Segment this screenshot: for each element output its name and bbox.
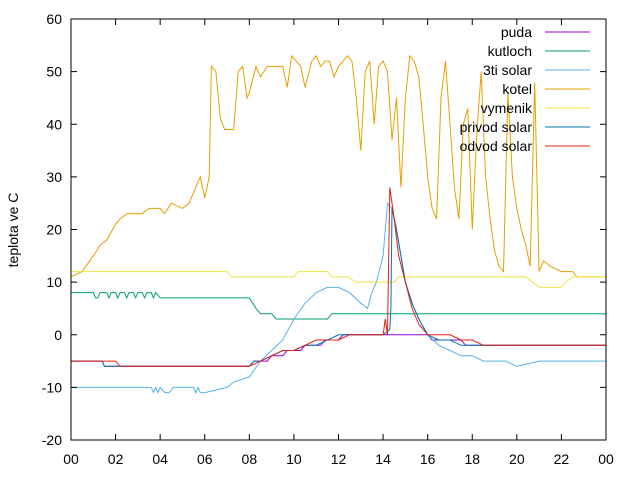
legend-label-3ti-solar: 3ti solar: [483, 62, 532, 78]
series-line-kotel: [70, 54, 606, 278]
legend-label-privod-solar: privod solar: [460, 119, 533, 135]
x-tick-label: 04: [152, 451, 168, 467]
x-tick-label: 18: [464, 451, 480, 467]
x-tick-label: 06: [197, 451, 213, 467]
series-line-odvod-solar: [71, 187, 606, 367]
x-tick-label: 14: [375, 451, 391, 467]
y-axis-label: teplota ve C: [5, 193, 21, 268]
x-tick-label: 02: [108, 451, 124, 467]
x-tick-label: 22: [554, 451, 570, 467]
y-tick-label: 30: [46, 169, 62, 185]
series-line-3ti-solar: [71, 201, 606, 394]
axis-ticks: 00 02 04 06 08 10 12 14 16 18 20 22 00-20-1001020304…: [42, 11, 614, 467]
y-tick-label: 0: [54, 327, 62, 343]
x-tick-label: 00: [63, 451, 79, 467]
x-tick-label: 10: [286, 451, 302, 467]
legend-label-odvod-solar: odvod solar: [460, 138, 533, 154]
y-tick-label: 10: [46, 274, 62, 290]
y-tick-label: -10: [42, 379, 62, 395]
series-layer: [70, 54, 606, 394]
y-tick-label: -20: [42, 432, 62, 448]
series-line-kutloch: [71, 291, 606, 320]
series-line-vymenik: [71, 271, 606, 288]
legend: puda kutloch 3ti solar kotel vymenik privod s…: [460, 24, 590, 154]
x-tick-label: 16: [420, 451, 436, 467]
x-tick-label: 00: [598, 451, 614, 467]
x-tick-label: 12: [331, 451, 347, 467]
legend-label-kotel: kotel: [502, 81, 532, 97]
y-tick-label: 60: [46, 11, 62, 27]
x-tick-label: 20: [509, 451, 525, 467]
legend-label-kutloch: kutloch: [488, 43, 532, 59]
legend-label-puda: puda: [501, 24, 532, 40]
y-tick-label: 50: [46, 64, 62, 80]
y-tick-label: 20: [46, 222, 62, 238]
y-tick-label: 40: [46, 116, 62, 132]
x-tick-label: 08: [242, 451, 258, 467]
legend-label-vymenik: vymenik: [481, 100, 533, 116]
